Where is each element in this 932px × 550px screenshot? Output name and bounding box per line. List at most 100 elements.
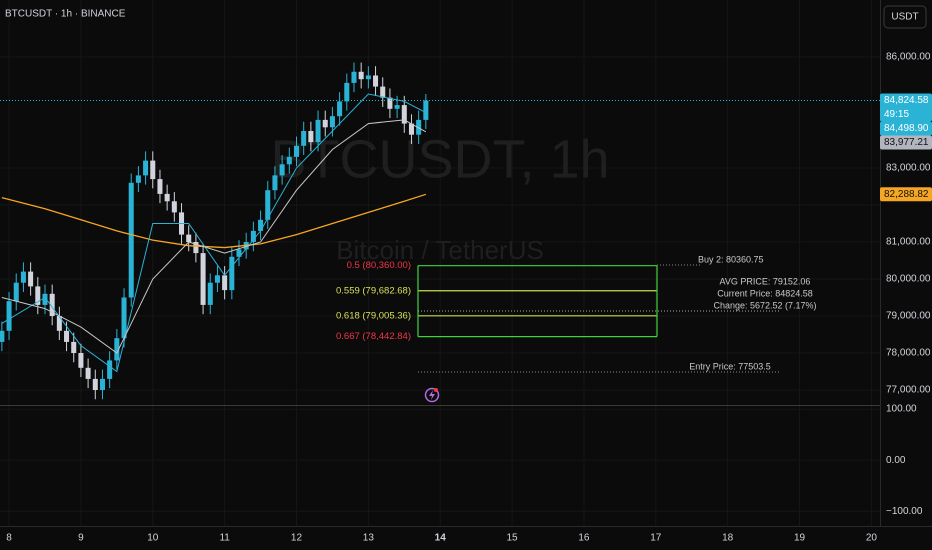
candle-body [322, 119, 328, 128]
y-tick-label: 0.00 [886, 455, 906, 466]
candle-body [293, 145, 300, 157]
candle-body [308, 130, 314, 143]
grid [0, 0, 880, 526]
currency-label[interactable]: USDT [891, 12, 918, 23]
candle-body [64, 330, 70, 342]
candle-body [107, 360, 113, 379]
price-badge [880, 187, 932, 202]
annotation: Current Price: 84824.58 [717, 288, 813, 298]
candle-body [99, 378, 105, 391]
candle-body [171, 201, 177, 213]
fib-level-label: 0.618 (79,005.36) [336, 310, 411, 321]
fib-level-label: 0.667 (78,442.84) [336, 331, 411, 342]
watermark-subtitle: Bitcoin / TetherUS [336, 235, 544, 265]
candle-body [301, 130, 307, 146]
price-badge [880, 93, 932, 122]
price-badge-label: 83,977.21 [884, 137, 929, 148]
annotation: Entry Price: 77503.5 [689, 361, 771, 371]
plot: 0.5 (80,360.00) 0.559 (79,682.68) 0.618 (7… [0, 62, 880, 400]
candle-body [20, 271, 26, 283]
candle-body [394, 105, 400, 109]
y-tick-label: 79,000.00 [886, 311, 931, 322]
x-tick-label: 19 [794, 533, 806, 544]
candle-body [279, 164, 285, 176]
candle-body [222, 275, 228, 291]
x-tick-label: 20 [866, 533, 878, 544]
candle-body [35, 286, 41, 305]
candle-body [193, 242, 199, 254]
candle-body [380, 86, 386, 98]
alert-bolt [429, 390, 435, 400]
candle-body [229, 256, 235, 291]
price-badge [880, 135, 932, 150]
y-tick-label: 81,000.00 [886, 237, 931, 248]
candle-body [85, 367, 91, 379]
candle-body [150, 160, 156, 180]
price-badge [880, 121, 932, 136]
candle-body [114, 338, 120, 361]
candle-body [49, 293, 55, 317]
fib-level-label: 0.5 (80,360.00) [347, 260, 411, 271]
x-tick-label: 12 [291, 533, 303, 544]
candle-body [236, 249, 242, 257]
candle-body [6, 301, 12, 331]
x-tick-label: 13 [363, 533, 375, 544]
alert-ring [424, 387, 440, 403]
candle-body [423, 100, 429, 120]
candle-body [28, 271, 34, 287]
candle-body [214, 275, 220, 283]
candle-body [0, 330, 5, 342]
fib-level-label: 0.559 (79,682.68) [336, 285, 411, 296]
x-tick-label: 14 [435, 533, 447, 544]
moving-average [1, 93, 427, 373]
candle-body [315, 119, 321, 143]
candle-body [13, 282, 19, 302]
candle-body [164, 193, 170, 202]
y-tick-label: 100.00 [886, 404, 917, 415]
candle-body [157, 179, 163, 194]
candle-body [121, 297, 127, 339]
annotation: Change: 5672.52 (7.17%) [713, 300, 816, 310]
y-tick-label: −100.00 [886, 506, 923, 517]
candle-body [207, 282, 213, 305]
moving-average [1, 193, 427, 249]
candle-body [186, 234, 192, 243]
x-tick-label: 8 [6, 533, 12, 544]
alert-dot [434, 388, 438, 392]
candle-body [250, 230, 256, 243]
candle-body [401, 105, 407, 124]
candle-body [358, 71, 364, 80]
price-badge-label: 84,498.90 [884, 123, 929, 134]
candle-body [265, 190, 271, 220]
x-tick-label: 10 [147, 533, 159, 544]
candle-body [344, 82, 350, 102]
price-badge-label: 82,288.82 [884, 189, 929, 200]
candle-body [71, 341, 77, 354]
candle-body [337, 101, 343, 117]
candle-body [258, 219, 264, 231]
currency-button[interactable] [883, 5, 927, 29]
countdown: 49:15 [884, 109, 909, 120]
y-tick-label: 83,000.00 [886, 163, 931, 174]
y-tick-label: 86,000.00 [886, 52, 931, 63]
candle-body [373, 75, 379, 87]
price-badge-label: 84,824.58 [884, 95, 929, 106]
candle-body [78, 353, 84, 368]
alert-icon[interactable] [424, 387, 440, 403]
y-tick-label: 80,000.00 [886, 274, 931, 285]
candle-body [387, 97, 393, 109]
x-tick-label: 15 [507, 533, 519, 544]
x-tick-label: 11 [219, 533, 230, 544]
annotation: AVG PRICE: 79152.06 [720, 276, 811, 286]
candle-body [329, 116, 335, 128]
x-tick-label: 9 [78, 533, 84, 544]
candle-body [200, 253, 206, 305]
candle-body [42, 293, 48, 305]
annotation: Buy 2: 80360.75 [698, 254, 764, 264]
candle-body [143, 160, 149, 176]
symbol-header[interactable]: BTCUSDT · 1h · BINANCE [5, 9, 126, 20]
y-tick-label: 77,000.00 [886, 385, 931, 396]
